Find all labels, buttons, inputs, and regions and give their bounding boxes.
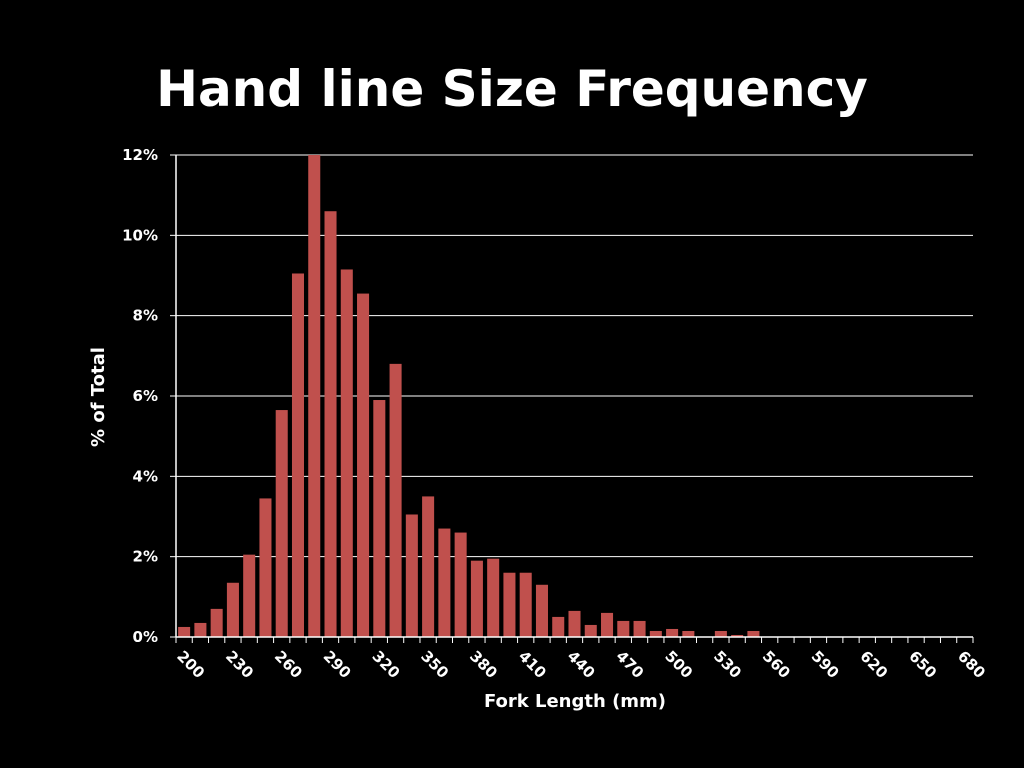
y-tick-label: 0% — [133, 628, 158, 646]
x-tick-label: 470 — [612, 647, 647, 682]
bar — [617, 620, 630, 637]
bar — [519, 572, 532, 637]
bar — [226, 582, 239, 637]
bar — [682, 630, 695, 637]
y-tick-labels: 0% 2% 4% 6% 8% 10% 12% — [122, 146, 158, 646]
bar — [552, 616, 565, 637]
bar — [357, 293, 370, 637]
y-tick-label: 6% — [133, 387, 158, 405]
bar — [454, 532, 467, 637]
bar — [275, 410, 288, 637]
y-tick-label: 10% — [122, 226, 158, 244]
x-tick-label: 560 — [759, 647, 794, 682]
bar — [649, 630, 662, 637]
bar — [243, 554, 256, 637]
x-tick-label: 620 — [856, 647, 891, 682]
bar — [666, 628, 679, 637]
y-tick-label: 8% — [133, 307, 158, 325]
bar — [601, 612, 614, 637]
axes — [170, 154, 974, 643]
x-tick-labels: 200 230 260 290 320 350 380 410 440 470 500 530 560 5… — [173, 647, 989, 682]
bar — [535, 584, 548, 637]
bar — [291, 273, 305, 637]
bar — [422, 496, 435, 637]
bar — [714, 630, 727, 637]
chart-title: Hand line Size Frequency — [156, 60, 868, 118]
x-tick-label: 410 — [515, 647, 550, 682]
bar — [324, 211, 337, 637]
x-tick-label: 440 — [564, 647, 599, 682]
bar — [373, 400, 386, 637]
x-tick-label: 350 — [417, 647, 452, 682]
y-axis-title: % of Total — [88, 347, 109, 447]
y-tick-label: 12% — [122, 146, 158, 164]
x-tick-label: 650 — [905, 647, 940, 682]
x-tick-label: 260 — [271, 647, 306, 682]
bar — [210, 608, 223, 637]
x-tick-label: 590 — [808, 647, 843, 682]
bar — [308, 155, 321, 637]
x-tick-label: 680 — [954, 647, 989, 682]
x-tick-label: 320 — [368, 647, 403, 682]
bar — [340, 269, 353, 637]
bar — [633, 620, 646, 637]
bar — [568, 610, 581, 637]
bar — [405, 514, 418, 637]
y-tick-label: 2% — [133, 548, 158, 566]
x-tick-label: 500 — [661, 647, 696, 682]
x-axis-title: Fork Length (mm) — [484, 691, 666, 712]
bar — [389, 363, 402, 637]
bar — [731, 634, 744, 637]
bar — [259, 498, 272, 637]
bar — [584, 624, 597, 637]
x-tick-label: 290 — [320, 647, 355, 682]
bars — [178, 155, 760, 637]
bar — [438, 528, 451, 637]
x-tick-label: 530 — [710, 647, 745, 682]
x-tick-label: 380 — [466, 647, 501, 682]
x-tick-label: 200 — [173, 647, 208, 682]
bar — [747, 630, 760, 637]
bar — [178, 626, 191, 637]
bar — [487, 558, 500, 637]
y-tick-label: 4% — [133, 467, 158, 485]
bar — [194, 622, 207, 637]
x-tick-label: 230 — [222, 647, 257, 682]
bar — [470, 560, 483, 637]
bar — [503, 572, 516, 637]
